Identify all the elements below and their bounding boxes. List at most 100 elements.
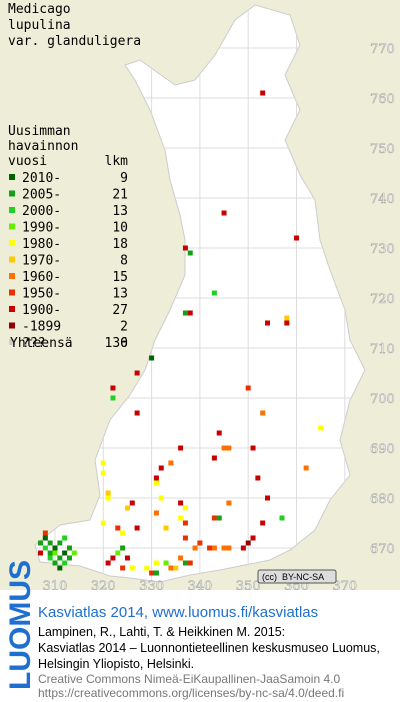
observation <box>149 355 155 361</box>
legend-swatch <box>9 256 15 263</box>
legend-swatch <box>9 306 15 312</box>
observation <box>52 550 58 556</box>
observation <box>153 510 159 516</box>
observation <box>105 495 111 501</box>
observation <box>153 480 159 486</box>
observation <box>124 505 130 511</box>
observation <box>250 445 256 451</box>
license-text: Creative Commons Nimeä-EiKaupallinen-Jaa… <box>38 672 340 686</box>
observation <box>182 535 188 541</box>
observation <box>120 565 126 571</box>
observation <box>115 550 121 556</box>
observation <box>221 545 227 551</box>
observation <box>178 515 184 521</box>
observation <box>153 475 159 481</box>
observation <box>211 515 217 521</box>
observation <box>42 535 48 541</box>
observation <box>62 550 68 556</box>
observation <box>226 545 232 551</box>
legend-swatch <box>9 339 15 345</box>
legend-count: 2 <box>120 320 128 335</box>
observation <box>66 555 72 561</box>
observation <box>47 550 53 556</box>
observation <box>129 500 135 506</box>
observation <box>221 210 227 216</box>
citation: Kasviatlas 2014 – Luonnontieteellinen ke… <box>38 641 380 655</box>
legend-label: 1990- <box>22 221 61 236</box>
total-label: Yhteensä <box>10 336 73 351</box>
observation <box>187 250 193 256</box>
observation <box>124 555 130 561</box>
observation <box>226 445 232 451</box>
observation <box>57 565 63 571</box>
species-name: lupulina <box>8 18 71 33</box>
observation <box>250 535 256 541</box>
observation <box>57 540 63 546</box>
observation <box>129 565 135 571</box>
observation <box>260 90 266 96</box>
observation <box>187 560 193 566</box>
observation <box>57 555 63 561</box>
legend-count: 9 <box>120 171 128 186</box>
species-name: Medicago <box>8 2 71 17</box>
observation <box>38 540 44 546</box>
observation <box>168 565 174 571</box>
observation <box>100 520 106 526</box>
observation <box>303 465 309 471</box>
observation <box>42 530 48 536</box>
y-tick-label: 690 <box>370 442 395 457</box>
observation <box>52 545 58 551</box>
y-tick-label: 720 <box>370 292 395 307</box>
legend-swatch <box>9 289 15 296</box>
legend-label: 1900- <box>22 303 61 318</box>
license-badge-text: BY-NC-SA <box>282 572 324 582</box>
legend-count: 21 <box>112 188 128 203</box>
observation <box>105 490 111 496</box>
observation <box>71 550 77 556</box>
observation <box>42 545 48 551</box>
observation <box>284 320 290 326</box>
y-tick-label: 770 <box>370 42 395 57</box>
observation <box>255 475 261 481</box>
observation <box>134 370 140 376</box>
legend-swatch <box>9 223 15 230</box>
observation <box>178 555 184 561</box>
observation <box>134 410 140 416</box>
observation <box>134 525 140 531</box>
observation <box>100 460 106 466</box>
headline: Kasviatlas 2014, www.luomus.fi/kasviatla… <box>38 604 318 621</box>
legend-header: Uusimman <box>8 124 71 139</box>
observation <box>265 495 271 501</box>
observation <box>105 560 111 566</box>
observation <box>47 540 53 546</box>
observation <box>260 410 266 416</box>
observation <box>144 565 150 571</box>
license-badge <box>257 569 337 584</box>
y-tick-label: 670 <box>370 542 395 557</box>
observation <box>182 245 188 251</box>
legend-count: 0 <box>120 336 128 351</box>
observation <box>120 530 126 536</box>
observation <box>187 310 193 316</box>
logo: LUOMUS <box>4 560 37 690</box>
legend-swatch <box>9 207 15 213</box>
legend-swatch <box>9 322 15 329</box>
observation <box>294 235 299 241</box>
observation <box>158 465 164 471</box>
observation <box>284 315 290 321</box>
observation <box>38 550 44 556</box>
observation <box>153 570 159 576</box>
legend-label: 1970- <box>22 254 61 269</box>
legend-label: 2010- <box>22 171 61 186</box>
observation <box>149 570 155 576</box>
legend-count: 13 <box>112 287 128 302</box>
y-tick-label: 750 <box>370 142 395 157</box>
observation <box>279 515 285 521</box>
observation <box>318 425 324 431</box>
observation <box>66 545 72 551</box>
observation <box>221 445 227 451</box>
observation <box>265 320 271 326</box>
legend-count: 18 <box>112 237 128 252</box>
observation <box>182 560 188 566</box>
